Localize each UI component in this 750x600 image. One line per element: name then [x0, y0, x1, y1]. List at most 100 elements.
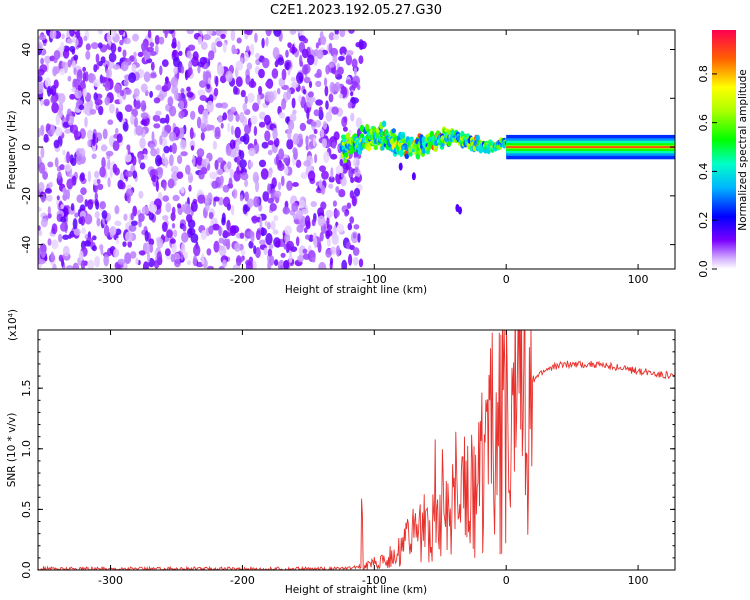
heatmap-cell: [43, 133, 49, 143]
heatmap-cell: [299, 122, 307, 132]
heatmap-cell: [352, 232, 357, 239]
heatmap-cell: [286, 240, 294, 251]
heatmap-cell: [218, 225, 222, 237]
heatmap-cell: [72, 218, 78, 230]
heatmap-cell: [219, 175, 224, 185]
heatmap-cell: [114, 220, 122, 227]
heatmap-cell: [200, 230, 207, 240]
heatmap-cell: [203, 34, 211, 41]
heatmap-cell: [228, 177, 233, 189]
heatmap-cell: [46, 194, 53, 202]
heatmap-cell: [192, 51, 199, 61]
heatmap-cell: [455, 204, 460, 212]
heatmap-cell: [190, 145, 195, 151]
heatmap-cell: [63, 188, 68, 195]
heatmap-cell: [87, 199, 94, 210]
heatmap-cell: [230, 205, 235, 216]
heatmap-cell: [161, 152, 166, 165]
heatmap-cell: [259, 111, 266, 120]
heatmap-cell: [66, 178, 74, 190]
heatmap-cell: [286, 88, 292, 100]
heatmap-cell: [196, 148, 205, 158]
heatmap-cell: [102, 128, 108, 140]
heatmap-cell: [74, 129, 79, 141]
heatmap-cell: [171, 142, 177, 154]
snr-panel: (x10⁴) -300 -200 -100 0 100 0.0 0.5 1.0 1.5 Heig…: [6, 309, 676, 596]
spectrogram-xlabel: Height of straight line (km): [285, 284, 427, 296]
heatmap-cell: [217, 114, 223, 124]
heatmap-cell: [48, 181, 53, 188]
heatmap-cell: [200, 41, 208, 50]
heatmap-cell: [215, 30, 222, 37]
heatmap-cell: [358, 39, 364, 51]
heatmap-cell: [235, 76, 243, 87]
heatmap-cell: [214, 126, 221, 137]
heatmap-cell: [307, 54, 315, 66]
heatmap-cell: [259, 217, 263, 229]
heatmap-cell: [345, 53, 353, 66]
heatmap-cell: [326, 224, 333, 231]
heatmap-cell: [287, 128, 292, 140]
heatmap-cell: [149, 143, 155, 151]
heatmap-cell: [250, 43, 255, 56]
heatmap-cell: [253, 196, 260, 208]
heatmap-cell: [332, 34, 340, 40]
heatmap-cell: [404, 153, 409, 160]
heatmap-cell: [91, 245, 97, 252]
heatmap-cell: [153, 97, 161, 104]
heatmap-cell: [221, 212, 226, 223]
heatmap-cell: [126, 193, 131, 204]
heatmap-cell: [349, 244, 355, 251]
heatmap-cell: [258, 85, 263, 95]
heatmap-cell: [219, 245, 227, 257]
heatmap-cell: [58, 233, 63, 243]
heatmap-cell: [51, 223, 58, 235]
heatmap-cell: [358, 258, 364, 268]
heatmap-cell: [108, 52, 117, 63]
heatmap-cell: [348, 30, 355, 34]
heatmap-cell: [284, 232, 290, 244]
heatmap-cell: [351, 97, 359, 104]
heatmap-cell: [143, 71, 151, 83]
heatmap-cell: [292, 109, 297, 115]
y-tick-label: 20: [20, 91, 33, 105]
heatmap-cell: [226, 161, 232, 170]
heatmap-cell: [220, 122, 224, 129]
heatmap-cell: [155, 180, 159, 192]
heatmap-cell: [69, 45, 76, 53]
heatmap-cell: [261, 141, 269, 149]
heatmap-cell: [359, 124, 365, 133]
heatmap-cell: [55, 114, 60, 126]
heatmap-cell: [273, 30, 282, 37]
heatmap-cell: [112, 140, 120, 152]
heatmap-cell: [226, 238, 230, 246]
heatmap-cell: [123, 78, 129, 87]
x-tick-label: 0: [503, 273, 510, 286]
heatmap-cell: [38, 225, 41, 231]
heatmap-cell: [339, 46, 348, 56]
y-tick-label: 1.0: [20, 440, 33, 458]
heatmap-cell: [122, 241, 127, 248]
heatmap-cell: [74, 39, 79, 46]
heatmap-cell: [246, 62, 253, 70]
heatmap-cell: [124, 88, 132, 95]
heatmap-cell: [216, 41, 223, 48]
heatmap-cell: [331, 141, 337, 149]
heatmap-cell: [61, 33, 65, 40]
heatmap-cell: [239, 232, 245, 239]
heatmap-cell: [328, 32, 335, 41]
heatmap-cell: [72, 37, 76, 43]
heatmap-cell: [78, 104, 85, 111]
heatmap-cell: [229, 139, 236, 150]
heatmap-cell: [343, 116, 348, 123]
heatmap-cell: [244, 191, 249, 202]
heatmap-cell: [260, 168, 269, 180]
heatmap-cell: [80, 259, 86, 269]
heatmap-cell: [264, 220, 268, 227]
heatmap-cell: [307, 91, 314, 98]
heatmap-cell: [317, 207, 325, 217]
heatmap-cell: [316, 49, 324, 60]
y-tick-label: -40: [20, 236, 33, 254]
heatmap-cell: [82, 71, 86, 83]
heatmap-cell: [62, 48, 70, 59]
